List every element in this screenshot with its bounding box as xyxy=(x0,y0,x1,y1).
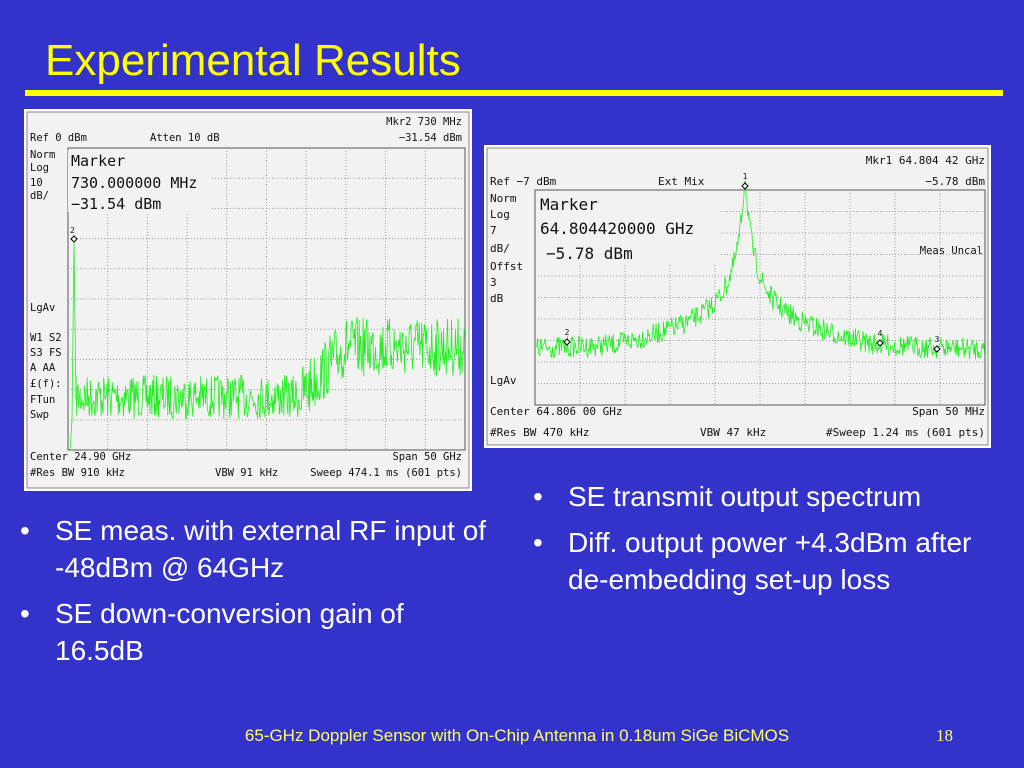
screen-text: £(f): xyxy=(30,378,62,390)
marker-diamond xyxy=(70,235,78,243)
marker-diamond xyxy=(563,338,571,346)
screen-text: −31.54 dBm xyxy=(71,195,161,213)
screen-text: Span 50 GHz xyxy=(392,451,462,463)
screen-text: dB xyxy=(490,292,504,305)
screen-text: 64.804420000 GHz xyxy=(540,219,694,238)
screen-text: VBW 47 kHz xyxy=(700,426,766,439)
screen-text: Swp xyxy=(30,409,49,421)
screen-text: #Res BW 910 kHz xyxy=(30,467,125,479)
screen-text: Span 50 MHz xyxy=(912,405,985,418)
screen-text: Mkr2 730 MHz xyxy=(386,116,462,128)
screen-text: 7 xyxy=(490,224,497,237)
marker-box xyxy=(537,193,719,263)
screen-text: Atten 10 dB xyxy=(150,132,220,144)
screen-text: Center 64.806 00 GHz xyxy=(490,405,622,418)
screen-text: Sweep 474.1 ms (601 pts) xyxy=(310,467,462,479)
screen-text: Mkr1 64.804 42 GHz xyxy=(866,154,985,167)
screen-text: Log xyxy=(490,208,510,221)
screen-text: −31.54 dBm xyxy=(399,132,462,144)
marker-diamond xyxy=(741,182,749,190)
screen-text: Ext Mix xyxy=(658,175,705,188)
screen-text: LgAv xyxy=(490,374,517,387)
screen-text: Offst xyxy=(490,260,523,273)
trace xyxy=(69,241,466,451)
screen-text: 2 xyxy=(565,328,570,337)
screen-text: Center 24.90 GHz xyxy=(30,451,131,463)
screen-text: 3 xyxy=(935,335,940,344)
screen-text: dB/ xyxy=(30,190,49,202)
screen-text: Ref −7 dBm xyxy=(490,175,557,188)
screen-text: Log xyxy=(30,162,49,174)
screen-text: −5.78 dBm xyxy=(546,244,633,263)
screen-text: W1 S2 xyxy=(30,332,62,344)
screen-text: 2 xyxy=(70,226,75,235)
screen-text: A AA xyxy=(30,362,56,374)
screen-text: −5.78 dBm xyxy=(925,175,985,188)
screen-text: #Res BW 470 kHz xyxy=(490,426,589,439)
page-number: 18 xyxy=(936,726,953,745)
screen-text: 10 xyxy=(30,177,43,189)
trace xyxy=(535,180,985,360)
screen-text: Ref 0 dBm xyxy=(30,132,87,144)
screen-text: Norm xyxy=(490,192,517,205)
bullet: SE down-conversion gain of 16.5dB xyxy=(20,595,490,669)
bullet: Diff. output power +4.3dBm after de-embe… xyxy=(533,524,993,598)
title: Experimental Results xyxy=(45,36,461,85)
right-screen xyxy=(486,147,989,446)
screen-text: Norm xyxy=(30,149,55,161)
screen-content: Mkr2 730 MHz Ref 0 dBm Atten 10 dB −31.54 d… xyxy=(30,116,986,479)
screen-text: #Sweep 1.24 ms (601 pts) xyxy=(826,426,985,439)
marker-diamond xyxy=(876,339,884,347)
screen-text: LgAv xyxy=(30,302,55,314)
bullet: SE meas. with external RF input of -48dB… xyxy=(20,512,490,586)
screen-text: S3 FS xyxy=(30,347,62,359)
screen-text: 1 xyxy=(743,172,748,181)
screen-text: FTun xyxy=(30,394,55,406)
screen-text: 3 xyxy=(490,276,497,289)
screen-text: 4 xyxy=(878,329,883,338)
screen-text: Marker xyxy=(540,195,598,214)
marker-diamond xyxy=(933,345,941,353)
bullet: SE transmit output spectrum xyxy=(533,478,993,515)
screen-text: 730.000000 MHz xyxy=(71,174,197,192)
screen-text: Marker xyxy=(71,152,125,170)
marker-box xyxy=(68,150,210,212)
screen-text: dB/ xyxy=(490,242,510,255)
left-bullets: SE meas. with external RF input of -48dB… xyxy=(20,512,490,678)
footer-text: 65-GHz Doppler Sensor with On-Chip Anten… xyxy=(245,726,789,745)
screen-text: Meas Uncal xyxy=(920,245,983,257)
screen-text: VBW 91 kHz xyxy=(215,467,278,479)
right-bullets: SE transmit output spectrum Diff. output… xyxy=(533,478,993,607)
title-rule xyxy=(25,90,1003,96)
